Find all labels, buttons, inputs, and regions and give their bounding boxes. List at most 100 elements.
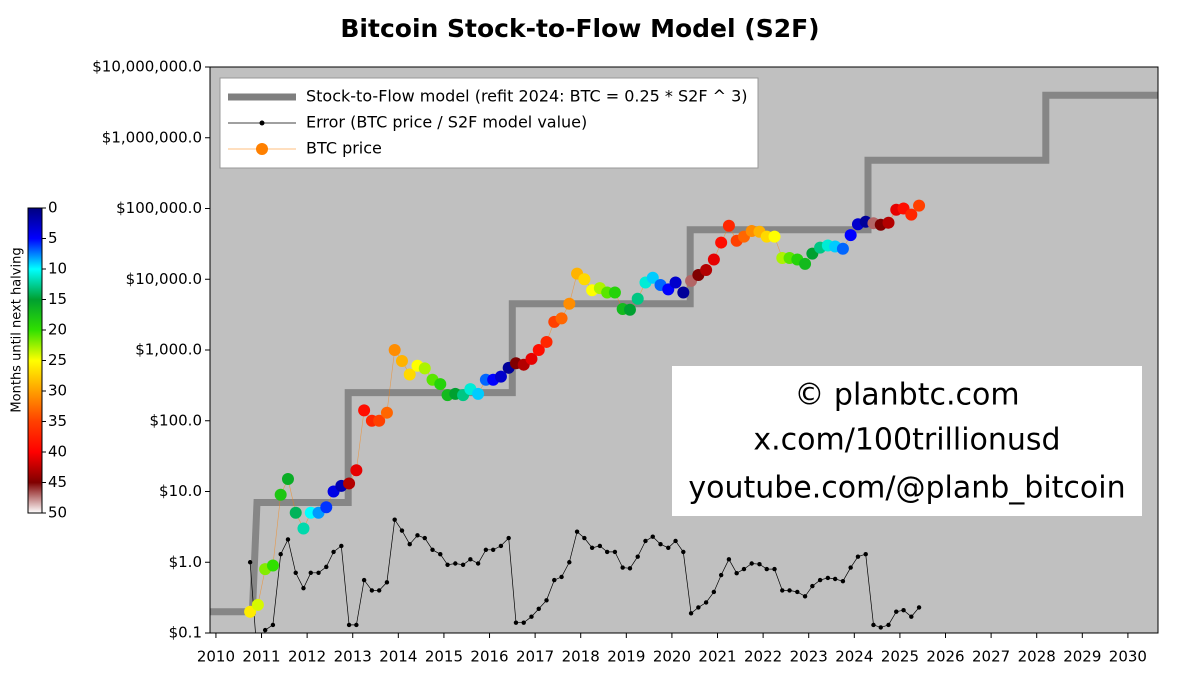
price-point [677, 286, 690, 299]
error-point [339, 543, 344, 549]
x-tick-label: 2027 [972, 648, 1010, 666]
error-point [361, 577, 367, 583]
x-tick-label: 2024 [835, 648, 873, 666]
x-tick-label: 2023 [790, 648, 828, 666]
error-point [552, 577, 557, 583]
error-point [894, 609, 899, 614]
error-point [650, 534, 655, 539]
price-point [395, 354, 408, 367]
error-point [247, 560, 253, 565]
error-point [855, 554, 861, 559]
price-point [540, 335, 553, 348]
error-point [354, 622, 359, 628]
error-point [703, 600, 709, 605]
error-point [772, 566, 777, 572]
colorbar-tick-label: 15 [48, 290, 67, 308]
error-point [278, 551, 283, 557]
price-point [715, 236, 728, 249]
price-point [700, 264, 713, 277]
error-point [863, 551, 868, 557]
colorbar-tick-label: 5 [48, 229, 58, 247]
y-tick-label: $1,000,000.0 [102, 128, 202, 146]
x-tick-label: 2017 [516, 648, 554, 666]
error-point [612, 549, 618, 555]
error-point [460, 562, 466, 568]
price-point [578, 273, 591, 286]
x-tick-label: 2022 [744, 648, 782, 666]
colorbar-tick-label: 0 [48, 199, 58, 217]
colorbar-tick-label: 45 [48, 473, 67, 491]
error-point [711, 589, 717, 595]
price-point [608, 286, 621, 299]
error-point [574, 529, 580, 534]
error-point [840, 578, 846, 584]
error-point [589, 545, 595, 551]
error-point [802, 594, 808, 599]
price-point [380, 406, 393, 419]
price-point [297, 522, 310, 535]
price-point [844, 229, 857, 242]
error-point [331, 549, 336, 555]
error-point [567, 560, 572, 565]
error-point [346, 622, 352, 628]
price-point [350, 464, 363, 477]
error-point [886, 622, 891, 628]
colorbar-tick-label: 50 [48, 504, 67, 522]
x-tick-label: 2013 [334, 648, 372, 666]
y-tick-label: $100,000.0 [116, 199, 202, 217]
price-point [388, 344, 401, 356]
price-point [631, 292, 644, 305]
error-point [513, 620, 519, 625]
error-point [825, 575, 831, 581]
annotation: x.com/100trillionusd [753, 423, 1060, 458]
price-point [669, 276, 682, 289]
price-point [913, 199, 926, 212]
y-tick-label: $0.1 [169, 624, 202, 642]
error-point [407, 541, 412, 547]
error-point [848, 565, 853, 570]
error-point [369, 588, 375, 593]
error-point [718, 572, 724, 578]
price-point [289, 506, 302, 519]
legend-box [219, 77, 759, 169]
price-point [768, 230, 781, 243]
error-point [399, 528, 405, 533]
annotation-bg [672, 366, 1142, 516]
x-tick-label: 2016 [470, 648, 508, 666]
error-point [673, 538, 678, 544]
error-point [635, 554, 640, 559]
price-point [418, 362, 431, 375]
price-point [532, 344, 545, 356]
y-tick-label: $100.0 [150, 411, 203, 429]
price-point [244, 605, 257, 618]
error-point [536, 606, 541, 611]
legend: Stock-to-Flow model (refit 2024: BTC = 0… [219, 77, 759, 169]
x-tick-label: 2030 [1109, 648, 1147, 666]
colorbar-tick-label: 10 [48, 260, 67, 278]
error-point [749, 561, 754, 566]
price-point [882, 216, 895, 229]
error-point [544, 598, 549, 603]
axes: $0.1 $1.0 $10.0 $100.0 $1,000.0 $10,000.0 $100… [92, 58, 1147, 666]
error-point [764, 566, 769, 572]
marks [210, 91, 1158, 633]
x-tick-label: 2029 [1063, 648, 1101, 666]
error-point [916, 605, 922, 610]
price-point [320, 501, 333, 514]
price-point [281, 473, 294, 486]
error-point [559, 574, 564, 580]
error-point [392, 517, 397, 522]
annotation-box: © planbtc.com x.com/100trillionusd youtu… [672, 366, 1142, 516]
price-point [472, 387, 485, 400]
error-point [376, 588, 382, 593]
legend-label: Error (BTC price / S2F model value) [306, 113, 587, 132]
error-point [597, 543, 603, 549]
legend-swatch [259, 120, 265, 126]
error-point [285, 537, 291, 542]
colorbar-tick-label: 35 [48, 412, 67, 430]
x-tick-label: 2026 [926, 648, 964, 666]
x-tick-label: 2011 [242, 648, 280, 666]
s2f-line [210, 91, 1158, 616]
error-point [734, 571, 739, 576]
error-point [643, 538, 648, 544]
